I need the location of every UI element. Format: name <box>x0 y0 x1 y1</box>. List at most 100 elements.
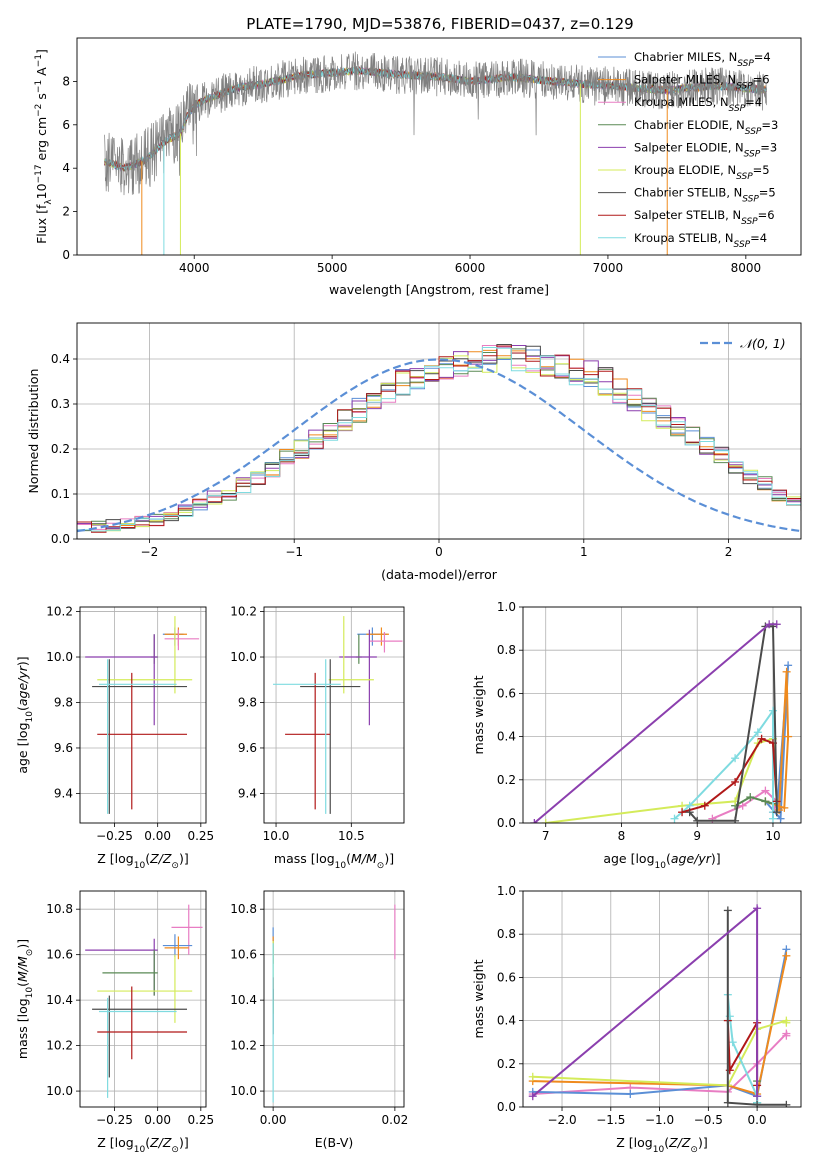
label-part: Salpeter MILES, N <box>634 73 736 87</box>
y-tick-label: 10.8 <box>46 902 73 916</box>
label-part: Chabrier ELODIE, N <box>634 118 745 132</box>
y-tick-label: 0.1 <box>51 487 70 501</box>
x-tick-label: 7000 <box>593 261 624 275</box>
label-part: =5 <box>759 186 776 200</box>
y-tick-label: 0.4 <box>497 730 516 744</box>
spectrum-lines <box>104 51 767 255</box>
y-tick-label: 0.3 <box>51 397 70 411</box>
plots-container: 4000 5000 6000 7000 8000 0 2 4 6 8 wavelength [Ang… <box>15 37 802 1155</box>
label-part: =5 <box>753 163 770 177</box>
weight-marker <box>746 793 755 802</box>
label-part: ( <box>666 851 671 866</box>
label-part: )] <box>179 851 189 866</box>
label-part: ⊙ <box>171 1145 179 1155</box>
y-tick-label: 9.6 <box>238 741 257 755</box>
errorbar-point <box>369 632 403 653</box>
weight-marker <box>723 1098 732 1107</box>
label-part: SSP <box>737 59 754 69</box>
y-tick-label: 10.4 <box>230 993 257 1007</box>
x-tick-label: 5000 <box>317 261 348 275</box>
y-tick-label: 0.8 <box>497 927 516 941</box>
label-part: −1 <box>34 80 44 93</box>
y-axis-label: Normed distribution <box>26 369 41 494</box>
weight-series <box>530 620 781 823</box>
y-axis-label: mass weight <box>471 675 486 754</box>
x-tick-label: 10.5 <box>338 829 365 843</box>
x-tick-label: 10 <box>765 829 780 843</box>
weight-line <box>726 910 787 1106</box>
legend-label: Chabrier MILES, NSSP=4 <box>634 50 771 69</box>
y-tick-label: 0.2 <box>497 773 516 787</box>
label-part: =6 <box>758 208 775 222</box>
weight-marker <box>541 819 550 823</box>
weight-marker <box>678 808 687 817</box>
x-tick-label: 1 <box>580 545 588 559</box>
label-part: Z/Z <box>149 1135 172 1150</box>
weight-marker <box>782 667 791 676</box>
errorbar-point <box>98 997 177 1098</box>
x-axis-label: wavelength [Angstrom, rest frame] <box>329 282 549 297</box>
weight-marker <box>772 808 781 817</box>
y-tick-label: 10.2 <box>230 605 257 619</box>
label-part: age [log <box>603 851 654 866</box>
x-tick-label: −0.5 <box>694 1113 723 1127</box>
x-tick-label: 2 <box>725 545 733 559</box>
x-tick-label: 9 <box>693 829 701 843</box>
x-tick-label: 0.02 <box>382 1113 409 1127</box>
label-part: Z/Z <box>149 851 172 866</box>
x-axis-label: Z [log10(Z/Z⊙)] <box>616 1135 707 1155</box>
weight-series <box>685 622 781 823</box>
weight-marker <box>731 816 740 823</box>
label-part: Salpeter STELIB, N <box>634 208 741 222</box>
weight-marker <box>528 1092 537 1101</box>
x-axis-label: mass [log10(M/M⊙)] <box>274 851 394 871</box>
weight-marker <box>753 1092 762 1101</box>
weight-marker <box>757 734 766 743</box>
x-tick-label: 0.00 <box>144 829 171 843</box>
y-tick-label: 10.6 <box>230 948 257 962</box>
errorbar-point <box>92 995 188 1078</box>
errorbar-point <box>162 934 193 957</box>
errorbars <box>85 904 203 1098</box>
x-tick-label: 8 <box>618 829 626 843</box>
label-part: Z [log <box>616 1135 652 1150</box>
x-tick-label: 7 <box>542 829 550 843</box>
errorbars <box>85 616 200 814</box>
weight-marker <box>731 754 740 763</box>
y-tick-label: 0.0 <box>497 816 516 830</box>
x-tick-label: 0.25 <box>187 829 214 843</box>
spectrum-panel: 4000 5000 6000 7000 8000 0 2 4 6 8 wavelength [Ang… <box>34 37 802 297</box>
label-part: mass [log <box>274 851 335 866</box>
errorbar-point <box>357 627 388 646</box>
label-part: ⊙ <box>25 949 35 957</box>
label-part: =3 <box>760 140 777 154</box>
legend-label: Kroupa MILES, NSSP=4 <box>634 95 762 114</box>
x-axis-label: Z [log10(Z/Z⊙)] <box>97 1135 188 1155</box>
y-tick-label: 10.4 <box>46 993 73 1007</box>
label-part: Chabrier STELIB, N <box>634 186 742 200</box>
label-part: λ <box>44 199 54 205</box>
figure-title: PLATE=1790, MJD=53876, FIBERID=0437, z=0… <box>246 15 633 33</box>
label-part: ( <box>145 1135 150 1150</box>
y-axis-label: age [log10(age/yr)] <box>15 656 35 773</box>
weight-marker <box>782 1018 791 1027</box>
label-part: Chabrier MILES, N <box>634 50 737 64</box>
x-tick-label: 0.25 <box>187 1113 214 1127</box>
weight-line <box>734 796 774 807</box>
label-part: 10 <box>134 1145 146 1155</box>
y-tick-label: 9.4 <box>238 786 257 800</box>
x-tick-label: 8000 <box>731 261 762 275</box>
weight-marker <box>782 951 791 960</box>
weight-marker <box>784 661 793 670</box>
weight-marker <box>780 803 789 812</box>
errorbar-point <box>102 950 158 996</box>
weight-marker <box>728 1038 737 1047</box>
x-tick-label: −2.0 <box>547 1113 576 1127</box>
label-part: 10 <box>25 987 35 999</box>
label-part: mass [log <box>15 998 30 1059</box>
label-part: age/yr <box>671 851 712 866</box>
y-tick-label: 0.4 <box>497 1014 516 1028</box>
label-part: ( <box>15 982 30 987</box>
errorbar-point <box>97 672 188 810</box>
label-part: =3 <box>761 118 778 132</box>
